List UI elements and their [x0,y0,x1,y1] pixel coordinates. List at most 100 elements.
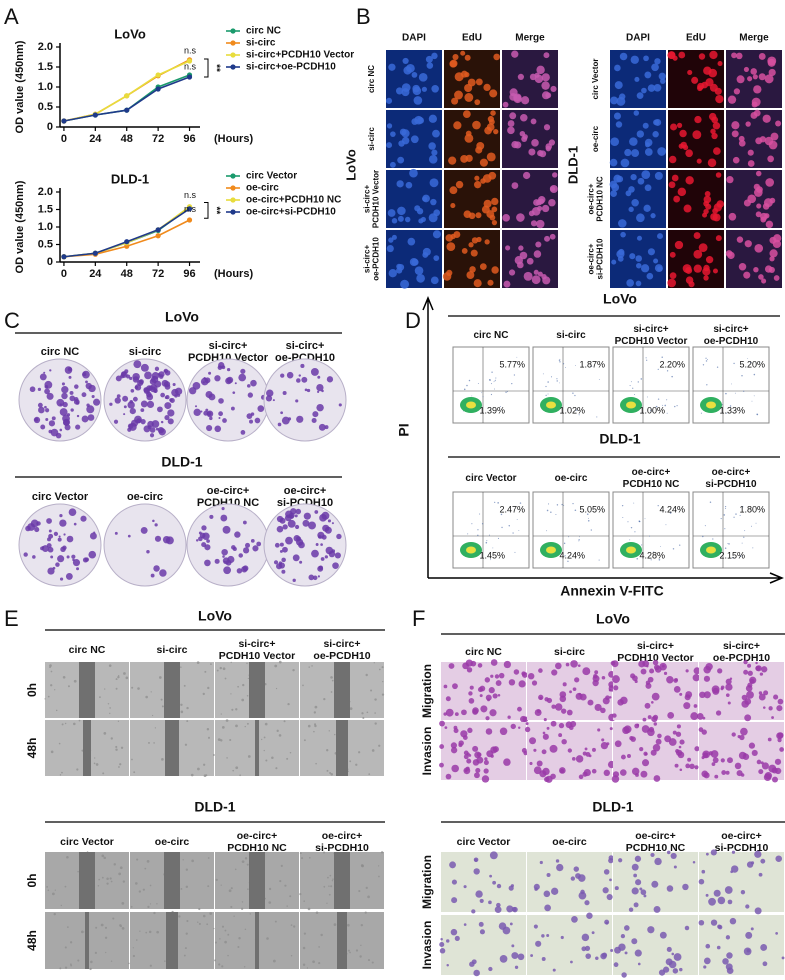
texture [125,676,129,680]
texture [161,758,164,761]
texture [312,960,315,964]
texture [44,388,50,395]
texture [567,748,572,753]
row-label: 0h [25,683,39,697]
texture [729,405,732,407]
texture [145,931,148,934]
texture [475,78,483,86]
data-point [155,86,161,92]
column-label: oe-circ+ si-PCDH10 [277,485,333,509]
texture [669,512,672,514]
texture [276,525,284,533]
texture [701,729,707,735]
texture [460,50,466,56]
texture [709,50,718,60]
texture [238,553,243,558]
texture [349,760,352,763]
texture [726,952,733,959]
texture [154,535,162,542]
texture [156,930,159,934]
texture [720,517,722,520]
texture [712,538,714,540]
texture [281,557,286,563]
texture [249,913,251,915]
texture [597,728,601,732]
texture [490,110,496,116]
texture [583,768,591,777]
texture [651,410,653,412]
texture [753,267,759,273]
column-label-line: oe-circ+ [632,467,671,478]
texture [529,737,537,745]
legend-marker [230,64,236,70]
percentage: 4.28% [639,550,665,560]
texture [121,901,125,905]
texture [54,689,56,691]
texture [52,892,55,896]
texture [657,147,667,156]
texture [386,123,393,129]
texture [507,120,515,127]
texture [582,667,591,676]
texture [755,661,758,665]
texture [632,387,634,389]
texture [217,738,221,741]
texture [228,889,232,893]
texture [163,381,171,388]
texture [448,663,455,669]
texture [725,678,732,685]
texture [123,413,126,416]
texture [775,932,778,935]
x-tick-label: 96 [183,268,195,280]
texture [727,757,733,764]
texture [620,933,626,939]
texture [584,945,591,951]
legend-marker [230,185,236,191]
texture [292,668,295,672]
texture [550,720,557,727]
texture [484,126,492,135]
texture [147,905,150,909]
texture [600,707,606,714]
texture [754,188,763,197]
texture [347,949,350,952]
percentage: 4.24% [559,550,585,560]
texture [687,69,693,75]
texture [489,709,497,717]
texture [73,679,77,683]
texture [710,750,719,758]
texture [47,889,50,892]
texture [377,865,380,867]
texture [501,526,503,529]
texture [444,726,448,730]
texture [534,74,544,84]
texture [118,872,122,876]
texture [771,767,778,774]
texture [758,53,766,60]
texture [202,381,205,384]
texture [677,187,687,197]
texture [292,578,296,582]
texture [527,672,535,680]
texture [731,865,739,873]
texture [318,946,320,948]
texture [53,912,56,916]
y-tick-label: 2.0 [38,41,53,53]
column-label-line: si-circ+ [713,324,748,335]
texture [610,96,618,105]
column-label: si-circ+ PCDH10 Vector [617,640,693,664]
texture [739,555,742,557]
texture [316,403,324,412]
texture [81,415,89,423]
texture [550,773,556,780]
texture [745,904,750,909]
column-label: si-circ [556,330,586,341]
texture [533,766,542,775]
texture [666,850,671,855]
texture [411,72,418,78]
texture [208,371,212,375]
texture [104,936,108,939]
texture [242,547,250,554]
texture [566,709,573,716]
texture [250,379,257,387]
